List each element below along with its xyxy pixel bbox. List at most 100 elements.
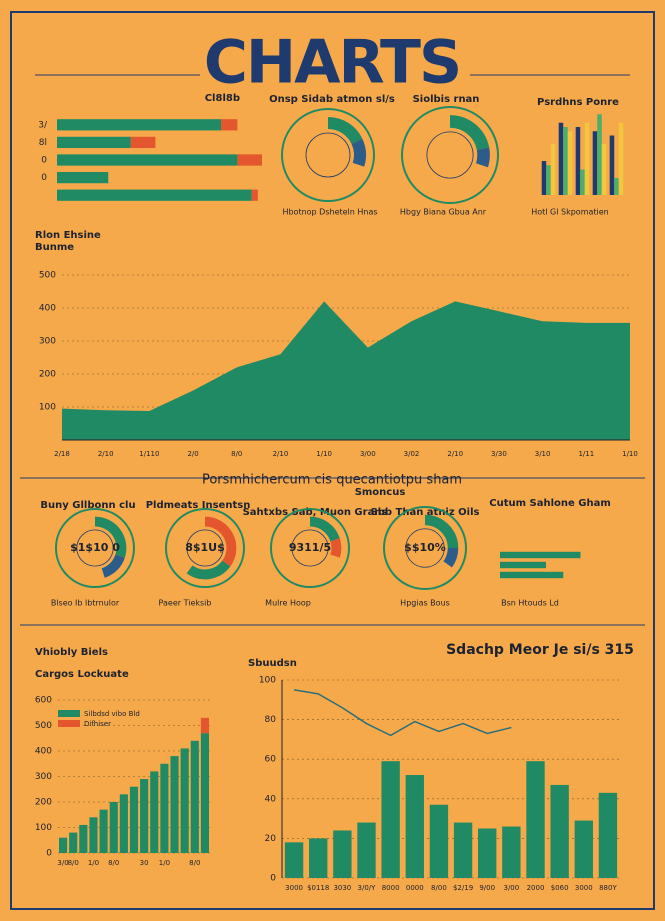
- bar: [500, 561, 546, 569]
- ring: [281, 108, 375, 202]
- bar: [502, 826, 521, 878]
- bar: [574, 820, 593, 878]
- section-subtitle: Smoncus: [355, 487, 406, 498]
- donut-segment: [63, 516, 105, 580]
- bar: [563, 127, 568, 195]
- x-tick-label: 2/10: [447, 450, 463, 458]
- donut-segment: [327, 117, 363, 145]
- ring: [401, 106, 499, 204]
- bar: [598, 792, 618, 878]
- legend-swatch: [58, 710, 80, 717]
- y-tick-label: 100: [259, 676, 276, 686]
- x-tick-label: 2/0: [187, 450, 198, 458]
- bar: [129, 786, 139, 853]
- ring: [383, 506, 467, 590]
- bar: [309, 838, 328, 878]
- chart-caption: Blseo Ib lbtrnulor: [51, 599, 120, 608]
- x-tick-label: 3030: [333, 884, 351, 892]
- bar: [237, 154, 262, 166]
- donut-segment: [351, 138, 366, 167]
- bar: [79, 824, 88, 853]
- chart-caption: Hpgias Bous: [400, 599, 450, 608]
- x-tick-label: 2/10: [273, 450, 289, 458]
- bar: [405, 775, 424, 878]
- x-tick-label: 1/0: [159, 859, 170, 867]
- y-tick-label: 400: [35, 747, 52, 757]
- chart-caption: Hbgy Biana Gbua Anr: [400, 208, 487, 217]
- bar: [170, 756, 179, 853]
- ring: [405, 528, 445, 568]
- area: [62, 301, 630, 440]
- x-tick-label: 3/00: [360, 450, 376, 458]
- x-tick-label: 8/0: [108, 859, 119, 867]
- y-tick-label: 100: [39, 403, 56, 413]
- donut-segment: [475, 147, 490, 168]
- center-label: $$10%: [404, 541, 446, 554]
- donut-segment: [290, 117, 365, 193]
- y-tick-label: 0: [46, 849, 52, 859]
- chart-title: Cl8l8b: [205, 93, 240, 104]
- bar: [500, 551, 581, 559]
- y-tick-label: 0: [41, 173, 47, 183]
- bar: [284, 842, 304, 878]
- donut-segment: [173, 516, 206, 574]
- x-tick-label: 3/02: [404, 450, 420, 458]
- bar: [584, 122, 590, 195]
- bar: [119, 794, 128, 853]
- chart-caption: Hotl Gl Skpomatien: [531, 208, 609, 217]
- x-tick-label: 1/11: [578, 450, 594, 458]
- y-tick-label: 60: [265, 755, 277, 765]
- bar: [333, 830, 352, 878]
- bar: [57, 119, 221, 131]
- x-tick-label: 3000: [285, 884, 303, 892]
- x-tick-label: 3/0/Y: [358, 884, 377, 892]
- ring: [426, 131, 474, 179]
- bar: [160, 763, 169, 853]
- donut-segment: [204, 516, 237, 567]
- line: [293, 689, 512, 737]
- bar: [526, 761, 545, 878]
- bar: [59, 837, 68, 853]
- bar: [478, 828, 497, 878]
- bar: [500, 571, 564, 579]
- ring: [165, 508, 245, 588]
- bar: [546, 165, 551, 195]
- chart-title: Onsp Sidab atmon sl/s: [269, 94, 395, 105]
- x-tick-label: 1/10: [316, 450, 332, 458]
- bar: [381, 761, 400, 878]
- bar: [618, 122, 624, 195]
- donut-segment: [443, 547, 459, 568]
- chart-title: Vhiobly Biels: [35, 647, 108, 658]
- y-tick-label: 20: [265, 834, 277, 844]
- chart-subtitle: Sdachp Meor Je si/s 315: [446, 642, 634, 658]
- donut-segment: [309, 516, 340, 542]
- bar: [57, 154, 238, 166]
- y-tick-label: 300: [35, 772, 52, 782]
- chart-subtitle: Bunme: [35, 242, 74, 253]
- bar: [57, 171, 109, 184]
- bar: [251, 189, 258, 201]
- y-tick-label: 80: [265, 715, 277, 725]
- y-tick-label: 200: [39, 370, 56, 380]
- bar: [130, 136, 156, 149]
- chart-title: Sahtxbs Sab, Muon Grans: [243, 507, 388, 518]
- bar: [200, 733, 209, 853]
- x-tick-label: 3/10: [535, 450, 551, 458]
- bar: [429, 804, 449, 878]
- bar: [567, 131, 573, 195]
- legend-label: Silbdsd vibo Bld: [84, 710, 140, 718]
- y-tick-label: 0: [270, 874, 276, 884]
- bar: [180, 748, 189, 853]
- bar: [140, 779, 149, 853]
- bar: [150, 771, 159, 853]
- bar: [57, 136, 131, 149]
- bar: [109, 802, 118, 853]
- x-tick-label: 8/00: [431, 884, 447, 892]
- bar: [57, 189, 252, 201]
- center-label: 8$1U$: [185, 541, 225, 554]
- x-tick-label: 1/0: [88, 859, 99, 867]
- frame: [10, 11, 655, 910]
- donut-segment: [424, 514, 459, 549]
- legend-label: Difhiser: [84, 720, 111, 728]
- x-tick-label: 9/00: [479, 884, 495, 892]
